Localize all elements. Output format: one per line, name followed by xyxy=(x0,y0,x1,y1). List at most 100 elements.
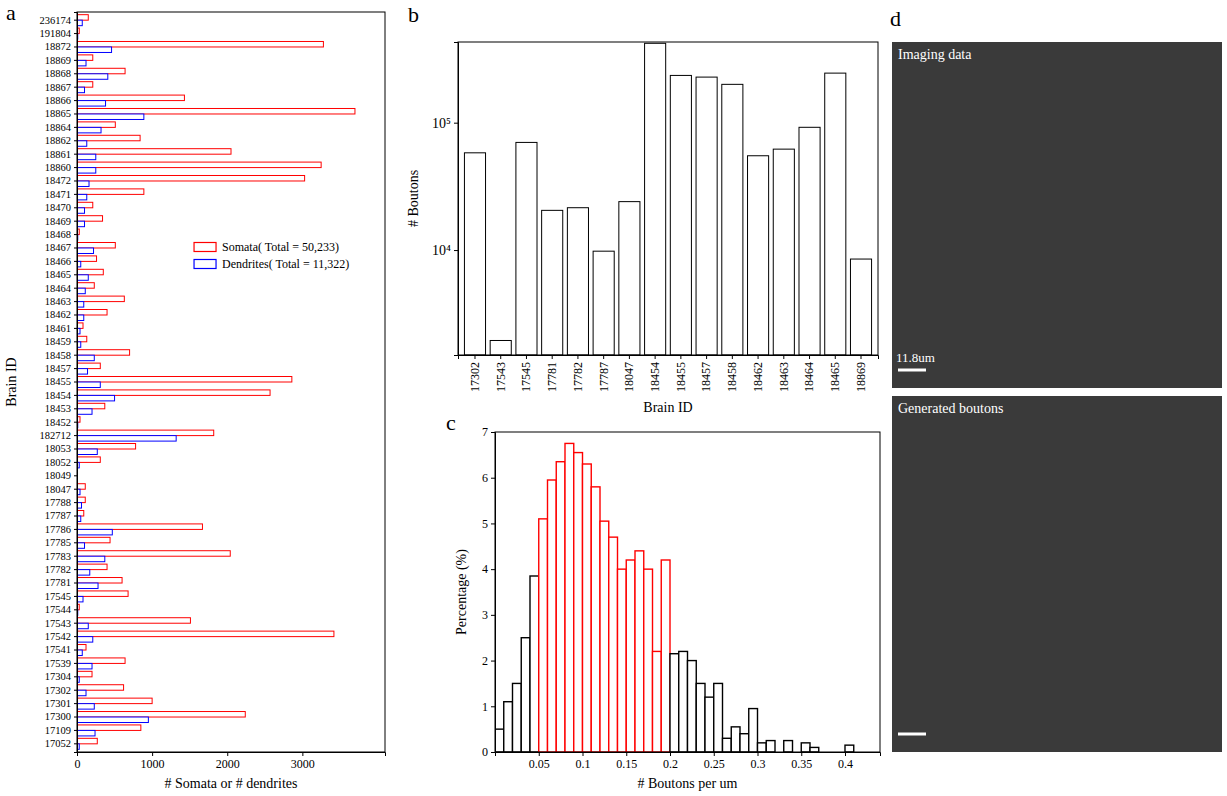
tick: 18455 xyxy=(674,355,688,392)
bar xyxy=(77,87,85,92)
tick-mark xyxy=(603,355,604,359)
bar xyxy=(77,302,84,307)
axis-title: # Boutons per um xyxy=(638,776,738,791)
tick-mark xyxy=(577,355,578,359)
bar xyxy=(77,181,89,186)
histogram-bar xyxy=(548,480,557,752)
tick-mark xyxy=(629,355,630,359)
tick-mark xyxy=(74,314,77,315)
tick: 182712 xyxy=(40,430,78,441)
bar xyxy=(77,288,85,293)
series xyxy=(77,20,176,749)
bar xyxy=(77,154,96,159)
histogram-bar xyxy=(504,702,513,752)
image-caption: Imaging data xyxy=(898,47,972,62)
histogram-bar xyxy=(714,683,723,752)
tick: 17786 xyxy=(45,524,77,535)
scale-bar xyxy=(898,369,926,372)
tick: 17781 xyxy=(545,355,559,392)
bar xyxy=(77,395,115,400)
tick: 18459 xyxy=(45,336,77,347)
tick: 17109 xyxy=(45,725,77,736)
axis-title: Brain ID xyxy=(643,400,692,415)
histogram-bar xyxy=(644,569,653,752)
plot-frame xyxy=(77,12,385,752)
tick: 17543 xyxy=(45,618,77,629)
tick: 2 xyxy=(482,654,495,668)
tick: 18461 xyxy=(45,323,77,334)
tick-mark xyxy=(845,752,846,756)
scale-bar-label: 11.8um xyxy=(896,350,935,365)
tick-mark xyxy=(491,706,495,707)
tick: 18467 xyxy=(45,242,77,253)
tick-label: 3000 xyxy=(291,757,315,771)
histogram-bar xyxy=(731,727,740,752)
tick: 18869 xyxy=(854,355,868,392)
histogram-bar xyxy=(749,709,758,752)
bar xyxy=(77,208,85,213)
tick-mark xyxy=(74,288,77,289)
histogram-bar xyxy=(766,741,775,752)
tick-mark xyxy=(74,167,77,168)
tick-label: 17052 xyxy=(45,738,71,749)
histogram-bar xyxy=(600,521,609,752)
histogram-bar xyxy=(530,576,539,752)
tick: 18465 xyxy=(45,269,77,280)
tick-label: 17544 xyxy=(45,604,72,615)
tick: 17052 xyxy=(45,738,77,749)
bar xyxy=(77,47,112,52)
histogram-bar xyxy=(801,743,810,752)
tick-mark xyxy=(74,73,77,74)
bar xyxy=(77,436,176,441)
bar xyxy=(77,315,84,320)
tick-label: 18052 xyxy=(45,457,71,468)
tick-mark xyxy=(583,752,584,756)
bar xyxy=(77,738,97,743)
bar xyxy=(77,537,110,542)
tick: 0.2 xyxy=(663,752,678,771)
bar xyxy=(77,583,98,588)
histogram-bar xyxy=(539,519,548,752)
tick: 0.35 xyxy=(791,752,812,771)
bar xyxy=(77,449,97,454)
tick-mark xyxy=(74,529,77,530)
tick-mark xyxy=(74,730,77,731)
tick: 236174 xyxy=(40,15,78,26)
bar xyxy=(77,685,124,690)
tick-label: 0 xyxy=(75,757,81,771)
bar xyxy=(593,251,614,355)
bar xyxy=(77,543,85,548)
axis-line xyxy=(491,433,496,753)
tick: 1 xyxy=(482,700,495,714)
tick-mark xyxy=(74,140,77,141)
tick-label: 18453 xyxy=(45,403,71,414)
tick-mark xyxy=(74,663,77,664)
tick-mark xyxy=(491,615,495,616)
tick: 18047 xyxy=(45,484,77,495)
panel-label: b xyxy=(408,2,419,27)
tick-mark xyxy=(152,752,153,756)
tick: 0 xyxy=(482,745,495,759)
tick-mark xyxy=(500,355,501,359)
tick-mark xyxy=(74,207,77,208)
histogram-bar xyxy=(740,734,749,752)
tick-mark xyxy=(74,703,77,704)
histogram-bar xyxy=(705,697,714,752)
bar xyxy=(77,497,85,502)
tick-label: 191804 xyxy=(40,28,72,39)
tick-mark xyxy=(714,752,715,756)
bar xyxy=(77,60,86,65)
tick: 1000 xyxy=(141,752,165,771)
bar xyxy=(77,275,88,280)
tick-mark xyxy=(491,478,495,479)
tick: 18469 xyxy=(45,216,77,227)
bar xyxy=(77,242,115,247)
tick: 18864 xyxy=(45,122,77,133)
image xyxy=(892,42,1222,388)
bar xyxy=(77,221,85,226)
tick-label: 7 xyxy=(482,425,488,439)
tick-label: 18049 xyxy=(45,470,71,481)
tick-mark xyxy=(655,355,656,359)
tick-label: 17787 xyxy=(597,362,611,392)
tick-label: 18860 xyxy=(45,162,71,173)
